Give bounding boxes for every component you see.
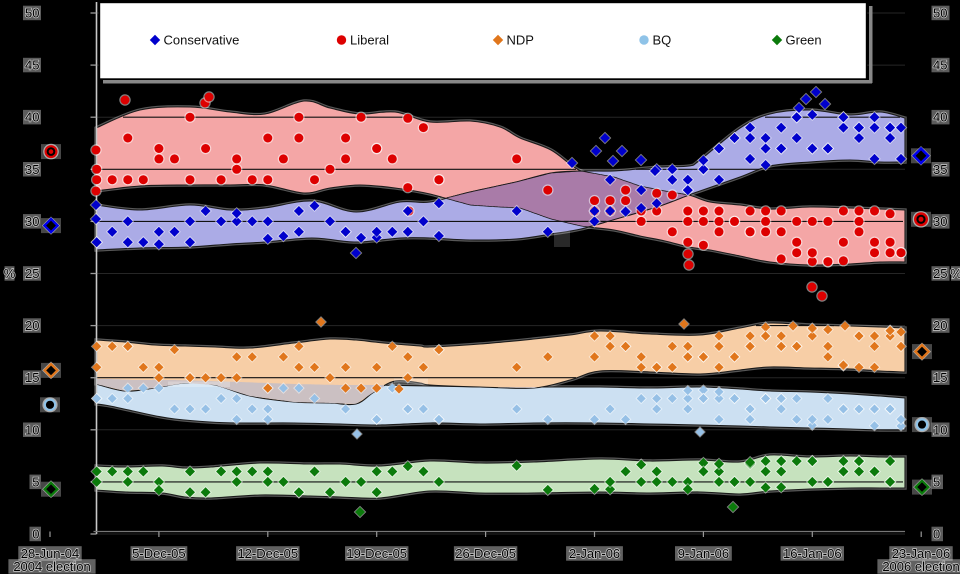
svg-text:Green: Green — [786, 33, 822, 48]
svg-text:Conservative: Conservative — [164, 33, 240, 48]
svg-text:Liberal: Liberal — [350, 33, 389, 48]
svg-text:45: 45 — [933, 58, 947, 73]
svg-text:28-Jun-04: 28-Jun-04 — [21, 546, 80, 561]
svg-text:NDP: NDP — [507, 33, 534, 48]
svg-text:45: 45 — [25, 58, 39, 73]
svg-text:50: 50 — [933, 6, 947, 21]
svg-text:30: 30 — [25, 214, 39, 229]
svg-text:23-Jan-06: 23-Jan-06 — [892, 546, 951, 561]
svg-text:35: 35 — [933, 162, 947, 177]
svg-text:9-Jan-06: 9-Jan-06 — [678, 546, 729, 561]
svg-text:35: 35 — [25, 162, 39, 177]
svg-text:10: 10 — [25, 422, 39, 437]
svg-text:15: 15 — [933, 370, 947, 385]
svg-text:BQ: BQ — [653, 33, 672, 48]
svg-text:0: 0 — [933, 527, 940, 542]
svg-text:40: 40 — [25, 110, 39, 125]
svg-text:%: % — [4, 266, 16, 281]
svg-text:5-Dec-05: 5-Dec-05 — [132, 546, 185, 561]
svg-text:10: 10 — [933, 422, 947, 437]
svg-text:12-Dec-05: 12-Dec-05 — [237, 546, 298, 561]
svg-text:20: 20 — [25, 318, 39, 333]
svg-text:19-Dec-05: 19-Dec-05 — [346, 546, 407, 561]
svg-text:0: 0 — [32, 527, 39, 542]
svg-text:15: 15 — [25, 370, 39, 385]
svg-text:26-Dec-05: 26-Dec-05 — [455, 546, 516, 561]
svg-text:50: 50 — [25, 6, 39, 21]
svg-text:16-Jan-06: 16-Jan-06 — [783, 546, 842, 561]
svg-text:20: 20 — [933, 318, 947, 333]
svg-text:2004 election: 2004 election — [13, 559, 90, 574]
svg-text:40: 40 — [933, 110, 947, 125]
svg-text:25: 25 — [25, 266, 39, 281]
svg-text:2006 election: 2006 election — [882, 559, 959, 574]
svg-text:25: 25 — [933, 266, 947, 281]
svg-text:%: % — [950, 266, 960, 281]
svg-text:5: 5 — [933, 474, 940, 489]
svg-text:30: 30 — [933, 214, 947, 229]
svg-text:2-Jan-06: 2-Jan-06 — [569, 546, 620, 561]
svg-text:5: 5 — [32, 474, 39, 489]
